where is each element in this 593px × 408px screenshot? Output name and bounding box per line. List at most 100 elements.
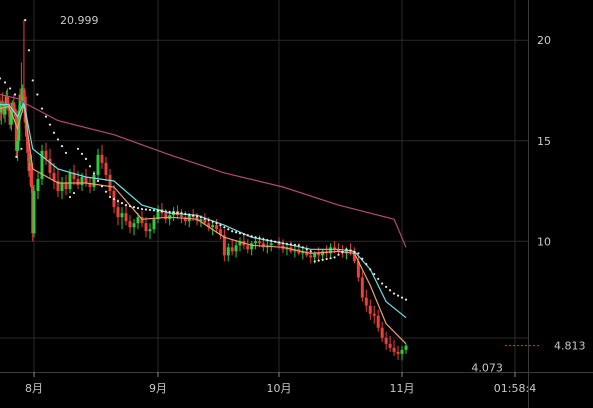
sar-dot <box>76 147 80 150</box>
sar-dot <box>388 289 392 292</box>
sar-dot <box>44 115 48 118</box>
candle-body <box>26 136 30 153</box>
candle-body <box>128 221 132 228</box>
candle-body <box>144 223 148 232</box>
sar-dot <box>396 294 400 297</box>
sar-dot <box>128 205 132 208</box>
candle-body <box>124 213 128 222</box>
candle-body <box>18 94 22 111</box>
candle-body <box>364 297 368 306</box>
sar-dot <box>92 172 96 175</box>
sar-dot <box>84 157 88 160</box>
candle-body <box>257 241 261 244</box>
sar-dot <box>188 213 191 216</box>
sar-dot <box>317 259 320 262</box>
sar-dot <box>377 277 380 280</box>
candle-body <box>108 174 112 192</box>
candle-body <box>392 347 396 352</box>
sar-dot <box>52 131 56 134</box>
candle-body <box>88 182 92 188</box>
sar-dot <box>60 145 64 148</box>
sar-dot <box>36 93 39 96</box>
sar-dot <box>365 262 368 266</box>
candle-body <box>321 251 325 256</box>
sar-dot <box>353 250 356 254</box>
sar-dot <box>156 209 160 212</box>
candle-body <box>72 172 76 179</box>
candle-body <box>22 88 26 97</box>
candle-body <box>6 96 10 105</box>
candle-body <box>372 313 376 316</box>
sar-dot <box>144 208 148 211</box>
candle-body <box>329 247 333 254</box>
candle-body <box>96 154 100 175</box>
sar-dot <box>100 185 104 188</box>
candle-body <box>27 152 31 171</box>
sar-dot <box>112 197 116 201</box>
candle-body <box>120 213 124 218</box>
sar-dot <box>285 242 289 245</box>
annotations: 20.999 4.073 4.813 <box>60 14 586 374</box>
sar-dot <box>140 208 144 211</box>
candle-body <box>360 277 364 298</box>
sar-dot <box>219 224 222 227</box>
sar-dot <box>246 234 249 237</box>
sar-dot <box>361 257 364 260</box>
sar-dot <box>14 93 17 96</box>
candle-body <box>199 219 203 222</box>
candle-body <box>226 247 230 256</box>
sar-dot <box>231 230 234 233</box>
sar-dot <box>20 147 23 150</box>
candle-body <box>230 247 234 252</box>
sar-dot <box>27 49 31 52</box>
sar-dot <box>281 242 285 245</box>
candle-body <box>100 154 104 163</box>
candle-body <box>60 182 64 192</box>
sar-dot <box>207 219 210 222</box>
sar-dot <box>132 206 136 209</box>
candle-body <box>36 178 40 192</box>
ma_slow-line <box>0 93 407 248</box>
sar-dot <box>337 253 340 256</box>
candle-body <box>29 162 33 188</box>
candle-body <box>84 176 88 183</box>
sar-dot <box>234 231 238 234</box>
sar-dot <box>381 282 384 285</box>
candle-body <box>215 225 219 230</box>
candle-body <box>52 172 56 181</box>
candle-body <box>56 180 60 192</box>
candle-body <box>234 245 238 252</box>
candle-body <box>156 209 160 220</box>
sar-dot <box>242 233 245 236</box>
candle-body <box>92 174 96 188</box>
sar-dot <box>258 237 261 240</box>
sar-dot <box>345 248 348 251</box>
candle-body <box>313 253 317 258</box>
sar-dot <box>329 257 332 260</box>
sar-dot <box>40 107 44 110</box>
sar-dot <box>136 207 140 210</box>
candle-body <box>16 140 20 151</box>
sar-dot <box>8 87 12 90</box>
sar-dot <box>254 236 257 239</box>
sar-dot <box>369 268 372 271</box>
sar-dot <box>124 204 128 207</box>
sar-dot <box>305 248 308 251</box>
sar-dot <box>297 244 300 247</box>
sar-dot <box>120 201 124 205</box>
last-price-label: 4.813 <box>554 340 586 353</box>
candle-body <box>380 327 384 338</box>
sar-dot <box>357 252 360 255</box>
sar-dot <box>3 81 7 84</box>
candle-body <box>24 122 28 137</box>
candle-body <box>250 243 254 250</box>
candle-body <box>12 102 16 109</box>
sar-dot <box>321 258 324 261</box>
sar-dot <box>48 123 52 126</box>
sar-dot <box>203 217 206 220</box>
indicator-lines <box>0 93 540 347</box>
candle-body <box>148 229 152 232</box>
sar-dot <box>373 273 376 276</box>
